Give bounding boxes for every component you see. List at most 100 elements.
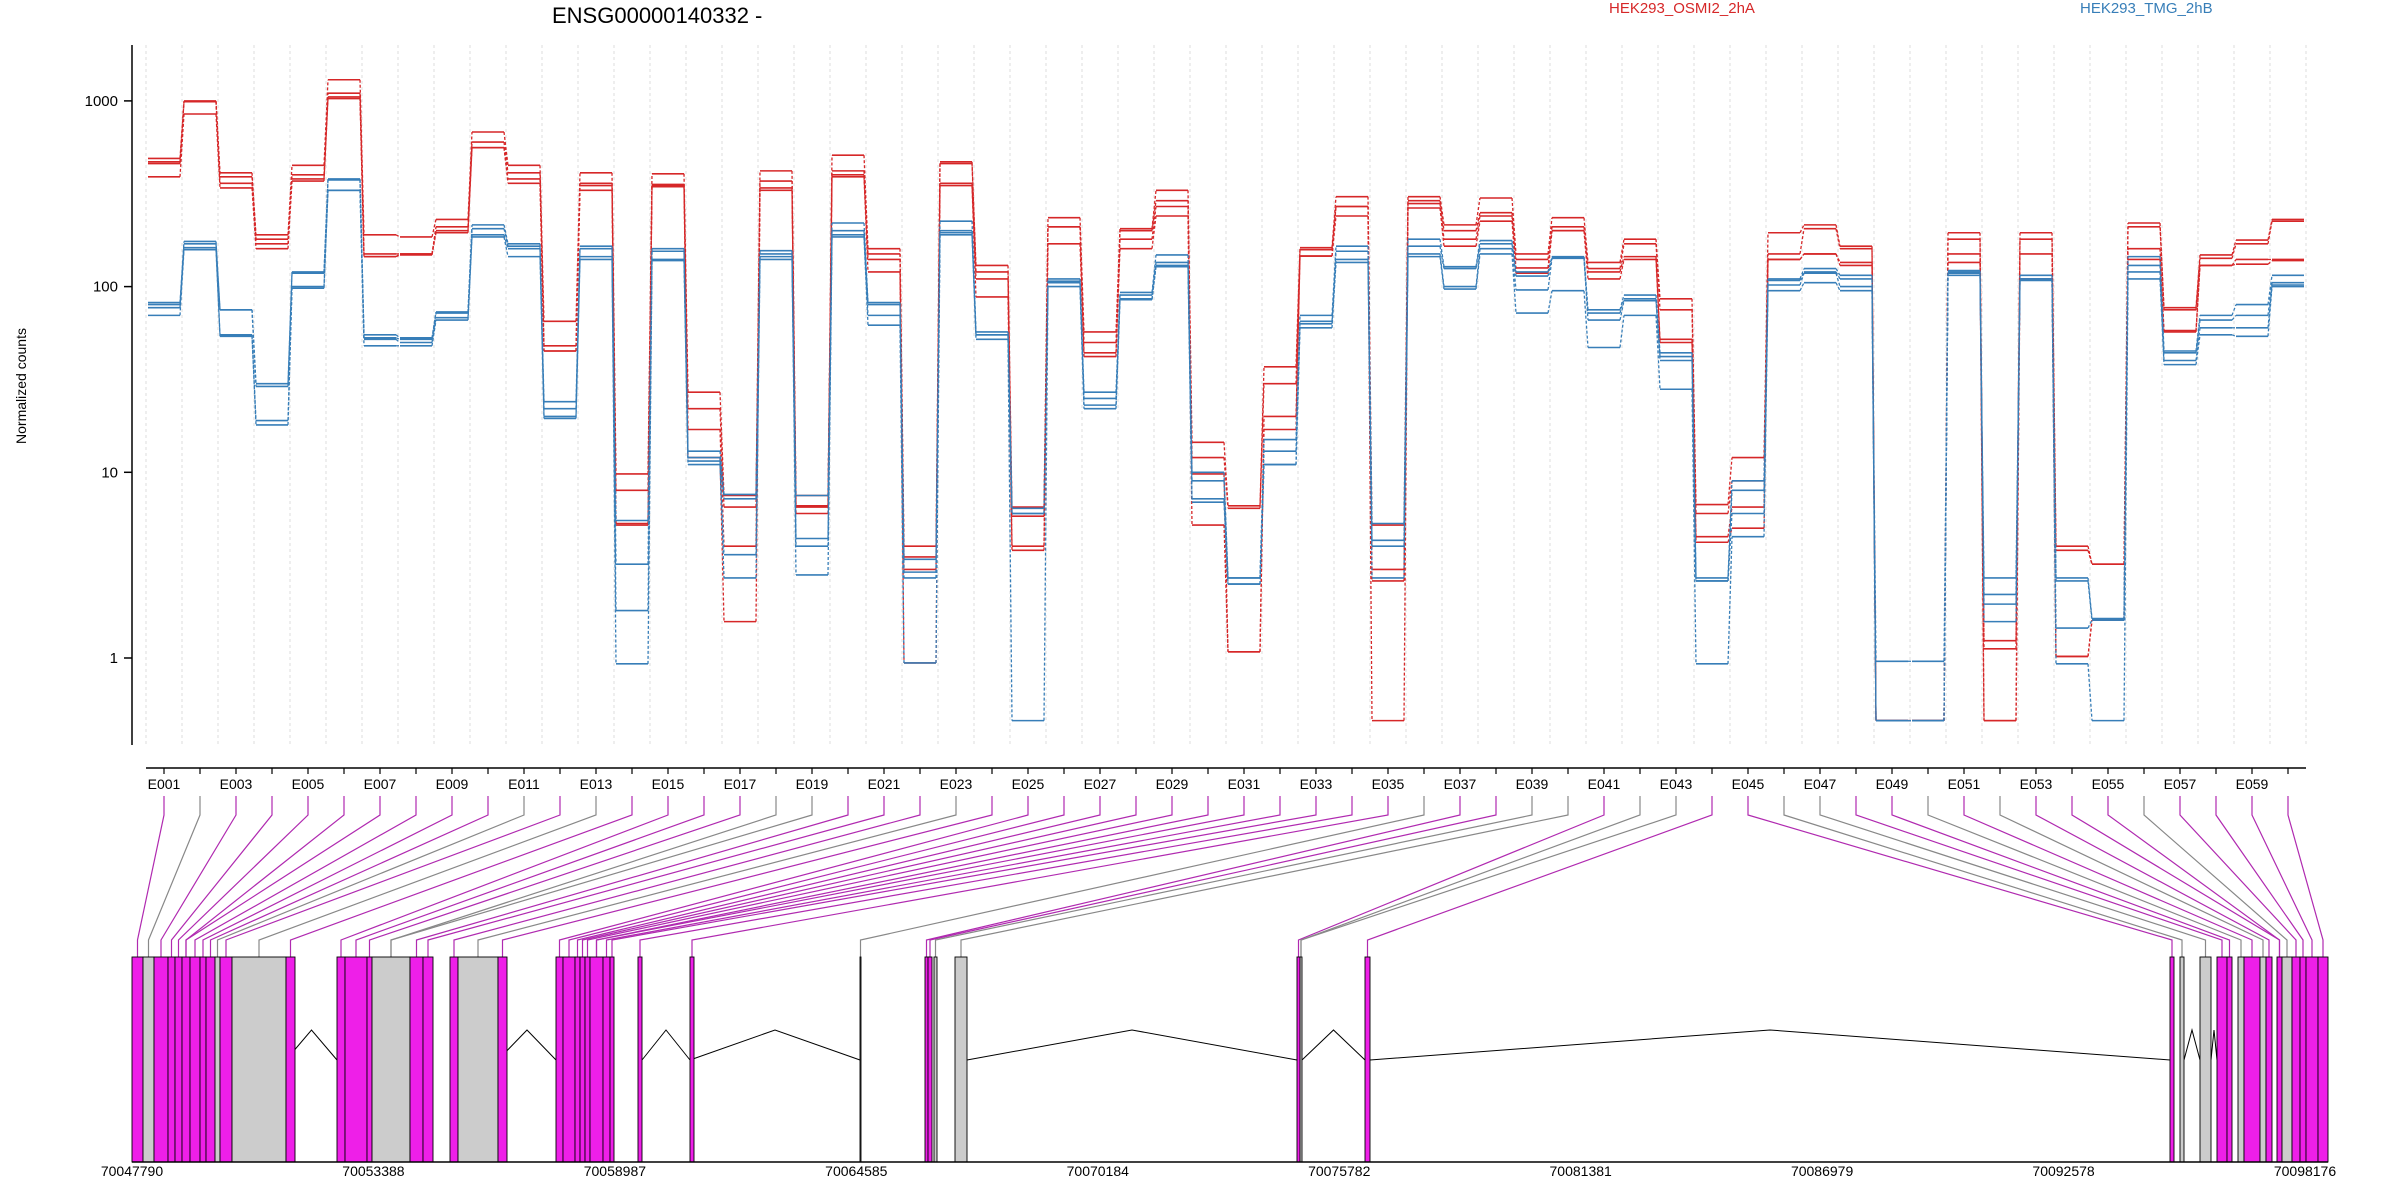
genomic-tick-label: 70070184	[1067, 1163, 1130, 1179]
exon-connector	[595, 796, 1245, 957]
exon-transition-segment	[2267, 221, 2273, 244]
exon-transition-segment	[2195, 327, 2201, 361]
exon-transition-segment	[395, 254, 401, 258]
exon-transition-segment	[1367, 262, 1373, 578]
exon-transition-segment	[1475, 248, 1481, 287]
exon-transition-segment	[2231, 263, 2237, 267]
exon-transition-segment	[611, 259, 617, 664]
exon-tick-label: E017	[724, 776, 757, 792]
exon-transition-segment	[503, 147, 509, 184]
exon-connector	[147, 796, 201, 957]
exon-tick-label: E005	[292, 776, 325, 792]
exon-connector	[355, 796, 705, 957]
exon-transition-segment	[431, 219, 437, 238]
exon-box	[924, 956, 929, 1163]
y-axis: 1 10 100 1000	[85, 45, 133, 745]
exon-tick-label: E045	[1732, 776, 1765, 792]
exon-transition-segment	[395, 334, 401, 339]
exon-transition-segment	[1295, 256, 1301, 417]
exon-box	[2237, 956, 2245, 1163]
y-axis-label: Normalized counts	[13, 328, 29, 444]
exon-transition-segment	[1043, 282, 1049, 514]
exon-transition-segment	[1151, 215, 1157, 249]
genomic-tick-label: 70081381	[1550, 1163, 1613, 1179]
exon-connector	[639, 796, 1353, 957]
exon-connector	[2107, 796, 2281, 957]
exon-transition-segment	[359, 98, 365, 257]
exon-connector	[2287, 796, 2324, 957]
exon-connector	[177, 796, 309, 957]
exon-transition-segment	[1223, 442, 1229, 506]
exon-transition-segment	[2087, 580, 2093, 621]
exon-transition-segment	[1007, 339, 1013, 721]
exon-transition-segment	[1547, 230, 1553, 274]
exon-connector	[1366, 796, 1713, 957]
exon-tick-label: E043	[1660, 776, 1693, 792]
exon-transition-segment	[467, 147, 473, 233]
exon-transition-segment	[431, 312, 437, 340]
exon-box	[574, 956, 581, 1163]
exon-transition-segment	[2231, 314, 2237, 321]
exon-box	[181, 956, 191, 1163]
exon-transition-segment	[323, 190, 329, 289]
exon-transition-segment	[1475, 221, 1481, 247]
exon-transition-segment	[1799, 282, 1805, 292]
exon-tick-label: E019	[796, 776, 829, 792]
exon-transition-segment	[215, 101, 221, 184]
exon-transition-segment	[647, 260, 653, 664]
genomic-tick-label: 70086979	[1791, 1163, 1854, 1179]
exon-transition-segment	[1511, 212, 1517, 260]
exon-transition-segment	[1835, 273, 1841, 287]
exon-transition-segment	[1835, 253, 1841, 266]
exon-transition-segment	[2123, 278, 2129, 721]
exon-tick-label: E051	[1948, 776, 1981, 792]
exon-transition-segment	[2231, 243, 2237, 259]
exon-transition-segment	[1547, 217, 1553, 254]
exon-connector	[1855, 796, 2223, 957]
exon-tick-label: E057	[2164, 776, 2197, 792]
exon-transition-segment	[1835, 268, 1841, 276]
exon-transition-segment	[503, 228, 509, 247]
exon-connector	[581, 796, 1137, 957]
exon-transition-segment	[1439, 207, 1445, 247]
exon-box	[2291, 956, 2301, 1163]
intron-junction	[2183, 1028, 2201, 1061]
exon-box	[1299, 956, 1303, 1163]
exon-transition-segment	[287, 181, 293, 249]
exon-tick-label: E011	[508, 776, 540, 792]
exon-connector	[2215, 796, 2304, 957]
exon-box	[933, 956, 938, 1163]
exon-box	[131, 956, 144, 1163]
exon-box	[2226, 956, 2233, 1163]
y-tick-label: 1000	[85, 93, 118, 110]
exon-tick-label: E037	[1444, 776, 1477, 792]
exon-transition-segment	[1079, 286, 1085, 409]
exon-transition-segment	[1079, 243, 1085, 357]
exon-transition-segment	[359, 190, 365, 346]
exon-box	[214, 956, 221, 1163]
exon-transition-segment	[1475, 212, 1481, 231]
exon-transition-segment	[323, 98, 329, 182]
exon-transition-segment	[2267, 286, 2273, 337]
exon-box	[2216, 956, 2228, 1163]
exon-transition-segment	[1799, 268, 1805, 280]
exon-transition-segment	[935, 234, 941, 663]
genomic-tick-label: 70075782	[1308, 1163, 1371, 1179]
exon-transition-segment	[2195, 334, 2201, 365]
exon-transition-segment	[1655, 256, 1661, 340]
exon-transition-segment	[827, 236, 833, 575]
exon-tick-label: E029	[1156, 776, 1189, 792]
exon-connector	[501, 796, 993, 957]
chart-title: ENSG00000140332 -	[552, 3, 762, 28]
exon-tick-label: E021	[868, 776, 901, 792]
exon-connector	[216, 796, 525, 957]
exon-connector	[1963, 796, 2253, 957]
intron-junction	[2210, 1029, 2218, 1061]
exon-connector	[194, 796, 417, 957]
exon-transition-segment	[215, 249, 221, 337]
exon-transition-segment	[1943, 270, 1949, 662]
exon-transition-segment	[1475, 215, 1481, 240]
exon-transition-segment	[1727, 536, 1733, 664]
exon-transition-segment	[1439, 246, 1445, 269]
